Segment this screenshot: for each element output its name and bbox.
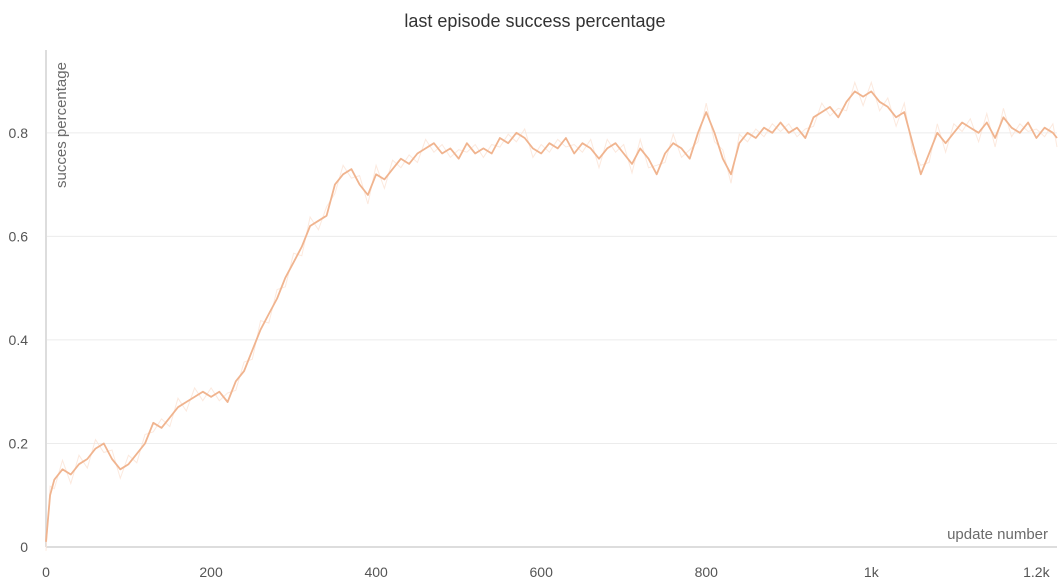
y-tick-label: 0.8 bbox=[9, 125, 29, 141]
y-tick-label: 0.6 bbox=[9, 228, 29, 244]
y-tick-labels: 0 0.2 0.4 0.6 0.8 bbox=[9, 125, 29, 555]
y-tick-label: 0.4 bbox=[9, 332, 29, 348]
y-axis-label: succes percentage bbox=[53, 62, 70, 188]
x-tick-label: 0 bbox=[42, 564, 50, 580]
chart-title: last episode success percentage bbox=[404, 11, 665, 31]
series-raw-line bbox=[45, 80, 1058, 551]
x-tick-label: 400 bbox=[364, 564, 388, 580]
x-tick-label: 200 bbox=[199, 564, 223, 580]
x-axis-label: update number bbox=[947, 526, 1048, 543]
x-tick-labels: 0 200 400 600 800 1k 1.2k bbox=[42, 564, 1050, 580]
x-tick-label: 1.2k bbox=[1023, 564, 1050, 580]
y-tick-label: 0 bbox=[20, 539, 28, 555]
series-line bbox=[45, 90, 1058, 542]
series-layer bbox=[45, 80, 1058, 551]
x-tick-label: 600 bbox=[530, 564, 554, 580]
x-tick-label: 800 bbox=[695, 564, 719, 580]
x-tick-label: 1k bbox=[864, 564, 880, 580]
y-tick-label: 0.2 bbox=[9, 435, 29, 451]
grid-lines bbox=[46, 132, 1057, 444]
